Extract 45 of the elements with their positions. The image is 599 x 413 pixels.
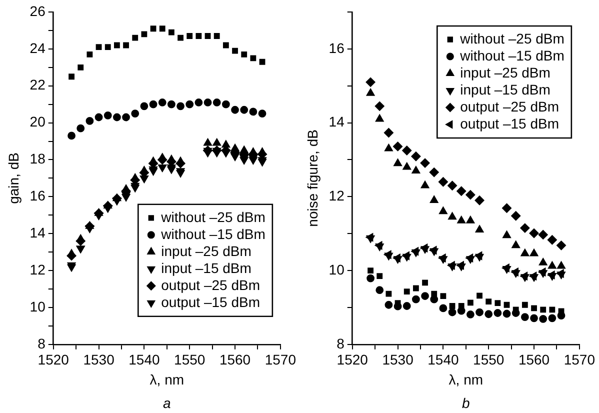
x-tick-label: 1540	[128, 352, 160, 368]
legend-label: input –15 dBm	[460, 81, 550, 98]
x-tick-label: 1550	[473, 352, 504, 368]
x-tick-label: 1520	[38, 352, 70, 368]
y-tick-label: 14	[328, 114, 345, 130]
y-tick-label: 12	[328, 188, 345, 204]
x-tick-label: 1530	[382, 352, 414, 368]
y-tick-label: 18	[30, 150, 46, 167]
legend-label: output –15 dBm	[161, 294, 260, 310]
y-tick-label: 12	[30, 261, 46, 278]
x-tick-label: 1570	[564, 352, 596, 368]
x-tick-label: 1560	[219, 352, 251, 368]
y-tick-label: 20	[30, 114, 46, 130]
legend-label: input –25 dBm	[161, 242, 252, 259]
legend-label: without –25 dBm	[459, 30, 564, 46]
y-tick-label: 24	[30, 40, 46, 56]
legend-label: without –25 dBm	[160, 208, 266, 225]
y-tick-label: 16	[328, 40, 345, 56]
legend-label: output –25 dBm	[161, 276, 260, 293]
y-axis-title: gain, dB	[5, 152, 22, 204]
y-tick-label: 22	[30, 76, 46, 93]
x-tick-label: 1570	[264, 352, 296, 368]
y-tick-label: 26	[30, 2, 46, 19]
legend-label: output –25 dBm	[460, 98, 560, 114]
legend-label: input –15 dBm	[161, 260, 252, 276]
legend-label: without –15 dBm	[160, 226, 266, 242]
legend-label: without –15 dBm	[459, 47, 564, 64]
x-tick-label: 1550	[174, 352, 206, 368]
y-axis-title: noise figure, dB	[304, 130, 320, 227]
y-tick-label: 10	[328, 261, 345, 278]
x-tick-label: 1520	[336, 352, 368, 368]
legend-label: output –15 dBm	[460, 115, 560, 132]
text: a	[163, 394, 171, 411]
y-tick-label: 8	[38, 335, 46, 352]
x-tick-label: 1530	[83, 352, 115, 368]
x-tick-label: 1560	[518, 352, 550, 368]
y-tick-label: 8	[336, 335, 345, 352]
y-tick-label: 10	[30, 298, 46, 314]
y-tick-label: 14	[30, 224, 46, 240]
x-axis-title: λ, nm	[448, 371, 484, 388]
legend-label: input –25 dBm	[460, 64, 550, 80]
x-tick-label: 1540	[428, 352, 459, 368]
x-axis-title: λ, nm	[150, 371, 184, 388]
y-tick-label: 16	[30, 188, 46, 204]
text: b	[462, 394, 470, 411]
